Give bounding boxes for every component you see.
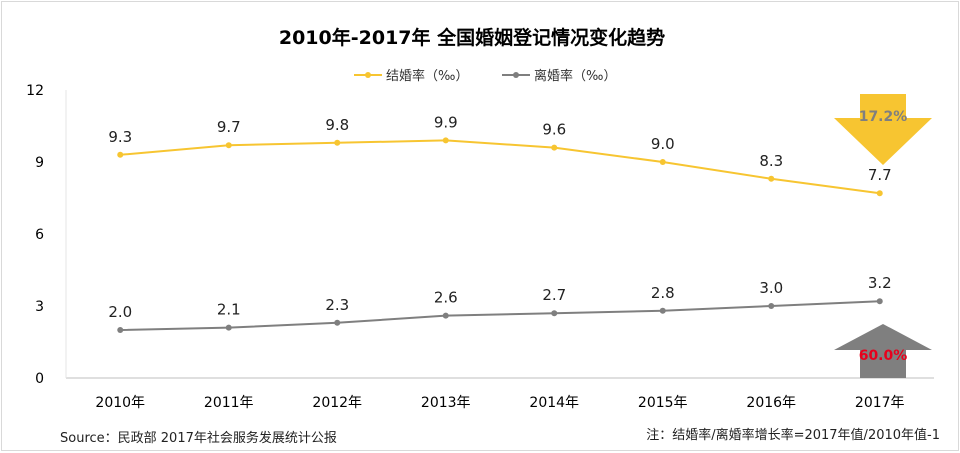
x-tick-label: 2014年 [529, 395, 579, 411]
x-tick-label: 2017年 [855, 395, 905, 411]
data-point [768, 175, 775, 182]
legend-label-divorce-rate: 离婚率（‰） [534, 68, 616, 84]
y-tick-label: 12 [26, 83, 44, 99]
down-arrow-icon [834, 94, 932, 165]
data-label: 9.9 [434, 113, 458, 131]
data-point [225, 324, 232, 331]
series-layer: 9.39.7 9.8 9.9 9.69.08.37.72.0 2.1 2.3 2.6 2.7 2… [108, 113, 892, 333]
source-note: Source：民政部 2017年社会服务发展统计公报 [60, 430, 337, 446]
data-point [659, 307, 666, 314]
legend-item-divorce-rate: 离婚率（‰） [502, 68, 616, 84]
data-label: 8.3 [759, 152, 783, 170]
data-point [551, 310, 558, 317]
data-point [551, 144, 558, 151]
data-label: 3.0 [759, 279, 783, 297]
x-tick-label: 2015年 [638, 395, 688, 411]
data-label: 3.2 [868, 274, 892, 292]
divorce-rate-change-label: 60.0% [859, 348, 908, 364]
data-point [876, 298, 883, 305]
series-line [120, 300, 880, 331]
y-axis-ticks: 0 3 6 9 12 [26, 83, 44, 387]
series-divorce-rate: 2.0 2.1 2.3 2.6 2.7 2.8 3.0 3.2 [108, 274, 892, 333]
x-tick-label: 2011年 [204, 395, 254, 411]
series-marriage-rate: 9.3 9.7 9.8 9.9 9.6 9.0 8.3 7.7 [108, 113, 892, 197]
y-tick-label: 3 [35, 299, 44, 315]
data-label: 9.6 [542, 121, 566, 139]
up-arrow-icon [834, 324, 932, 378]
y-tick-label: 6 [35, 227, 44, 243]
data-point [659, 159, 666, 165]
legend-label-marriage-rate: 结婚率（‰） [386, 68, 468, 84]
legend: 结婚率（‰） 离婚率（‰） [354, 68, 616, 84]
data-label: 2.6 [434, 289, 458, 307]
data-point [768, 303, 775, 309]
data-point [117, 327, 124, 333]
y-tick-label: 0 [35, 371, 44, 387]
data-label: 2.0 [108, 303, 132, 321]
data-point [225, 142, 232, 149]
chart-title: 2010年-2017年 全国婚姻登记情况变化趋势 [279, 26, 665, 49]
data-label: 2.1 [217, 301, 241, 319]
data-label: 2.7 [542, 286, 566, 304]
decrease-annotation: 17.2% [834, 94, 932, 165]
data-label: 9.0 [651, 135, 675, 153]
y-tick-label: 9 [35, 155, 44, 171]
legend-marker-divorce-rate [513, 72, 519, 78]
series-line [120, 139, 880, 195]
data-label: 9.7 [217, 118, 241, 136]
data-label: 2.8 [651, 284, 675, 302]
data-point [876, 190, 883, 197]
increase-annotation: 60.0% [834, 324, 932, 378]
formula-note: 注：结婚率/离婚率增长率=2017年值/2010年值-1 [646, 427, 940, 443]
data-label: 7.7 [868, 166, 892, 184]
data-label: 9.3 [108, 128, 132, 146]
x-tick-label: 2012年 [312, 395, 362, 411]
data-point [334, 139, 341, 146]
data-point [334, 319, 341, 326]
data-label: 2.3 [325, 296, 349, 314]
x-tick-label: 2010年 [95, 395, 145, 411]
legend-item-marriage-rate: 结婚率（‰） [354, 68, 468, 84]
data-point [442, 312, 449, 319]
x-axis-ticks: 2010年 2011年 2012年 2013年 2014年 2015年 2016年 2017年 [95, 395, 904, 411]
data-point [117, 151, 124, 158]
marriage-rate-change-label: 17.2% [859, 109, 908, 125]
data-label: 9.8 [325, 116, 349, 134]
x-tick-label: 2016年 [746, 395, 796, 411]
legend-marker-marriage-rate [365, 72, 371, 78]
data-point [442, 137, 449, 144]
x-tick-label: 2013年 [421, 395, 471, 411]
